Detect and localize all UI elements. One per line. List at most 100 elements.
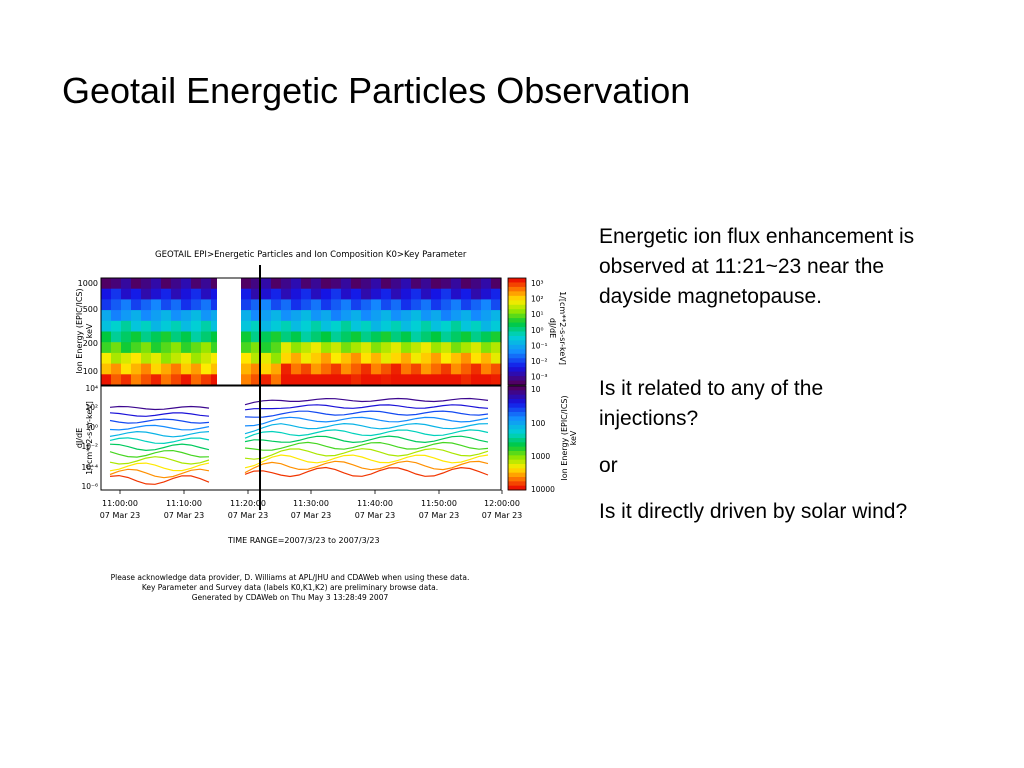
spectrogram-cell [451,363,462,375]
spectrogram-cell [411,374,422,386]
spectrogram-cell [431,331,442,343]
spectrogram-cell [441,331,452,343]
spectrogram-cell [281,299,292,311]
spectrogram-cell [311,299,322,311]
spectrogram-cell [401,320,412,333]
spectrogram-cell [311,342,322,354]
spectrogram-cell [281,352,292,365]
colorbar-segment [508,412,526,417]
time-tick-label: 11:10:00 [166,499,202,508]
spectrogram-cell [491,320,502,333]
spectrogram-cell [451,331,462,343]
spectrogram-cell [401,363,412,375]
spectrogram-cell [191,363,202,375]
spectrogram-cell [351,352,362,365]
spectrogram-cell [131,331,142,343]
spectrogram-cell [491,299,502,311]
spectrogram-cell [371,363,382,375]
spectrogram-cell [191,331,202,343]
colorbar-segment [508,472,526,478]
spectrogram-cell [241,352,252,365]
spectrogram-cell [281,278,292,290]
energy-colorbar-unit: keV [569,430,578,445]
spectrogram-cell [441,352,452,365]
spectrogram-cell [341,299,352,311]
spectrogram-cell [121,363,132,375]
flux-series-line [244,422,489,435]
spectrogram-cell [181,310,192,322]
spectrogram-cell [411,299,422,311]
spectrogram-cell [171,352,182,365]
spectrogram-cell [191,374,202,386]
colorbar-segment [508,386,526,391]
time-axis: 11:00:00 07 Mar 23 11:10:00 07 Mar 23 11:20:… [100,490,522,520]
colorbar-segment [508,353,526,359]
spectrogram-cell [301,352,312,365]
colorbar-frame [507,277,527,386]
spectrogram-cell [101,331,112,343]
spectrogram-cell [141,320,152,333]
spectrogram-cell [311,320,322,333]
spectrogram-cell [271,299,282,311]
spectrogram-cell [141,299,152,311]
colorbar-tick-label: 10⁻² [531,357,548,366]
question-solar-wind: Is it directly driven by solar wind? [599,500,908,523]
spectrogram-cell [391,320,402,333]
spectrogram-cell [461,331,472,343]
spectrogram-cell [451,288,462,300]
spectrogram-cell [491,363,502,375]
flux-colorbar-unit: 1/[cm**2-s-sr-keV] [558,291,567,365]
spectrogram-cell [341,342,352,354]
time-tick-date: 07 Mar 23 [355,511,396,520]
spectrogram-cell [101,342,112,354]
spectrogram-cell [101,310,112,322]
spectrogram-cell [251,331,262,343]
spectrogram-cell [271,288,282,300]
spectrogram-tick-label: 500 [83,305,98,314]
colorbar-segment [508,429,526,435]
spectrogram-cell [281,331,292,343]
colorbar-segment [508,438,526,443]
spectrogram-cell [431,320,442,333]
spectrogram-cell [341,331,352,343]
spectrogram-cell [181,278,192,290]
spectrogram-cell [111,288,122,300]
spectrogram-cell [111,342,122,354]
spectrogram-cell [491,342,502,354]
spectrogram-cell [171,310,182,322]
spectrogram-cell [241,310,252,322]
spectrogram-cell [111,363,122,375]
spectrogram-cell [381,331,392,343]
spectrogram-cell [461,342,472,354]
spectrogram-cell [481,299,492,311]
spectrogram-cell [381,342,392,354]
spectrogram-cell [381,288,392,300]
flux-series-line [109,456,210,465]
flux-series-line [244,435,489,444]
spectrogram-cell [391,278,402,290]
colorbar-segment [508,367,526,373]
spectrogram-cell [261,320,272,333]
spectrogram-cell [301,310,312,322]
spectrogram-cell [371,342,382,354]
spectrogram-cell [181,320,192,333]
colorbar-segment [508,322,526,328]
spectrogram-cell [491,331,502,343]
colorbar-segment [508,420,526,426]
lineplot-tick-label: 10⁴ [85,384,98,393]
spectrogram-cell [481,374,492,386]
spectrogram-cell [411,288,422,300]
spectrogram-cell [471,299,482,311]
spectrogram-cell [291,278,302,290]
spectrogram-cell [361,299,372,311]
spectrogram-cell [381,352,392,365]
spectrogram-cell [101,320,112,333]
spectrogram-cell [381,310,392,322]
spectrogram-cell [141,363,152,375]
spectrogram-cell [121,342,132,354]
spectrogram-cell [261,331,272,343]
colorbar-segment [508,335,526,341]
spectrogram-cell [251,310,262,322]
spectrogram-cell [151,342,162,354]
spectrogram-cell [331,331,342,343]
